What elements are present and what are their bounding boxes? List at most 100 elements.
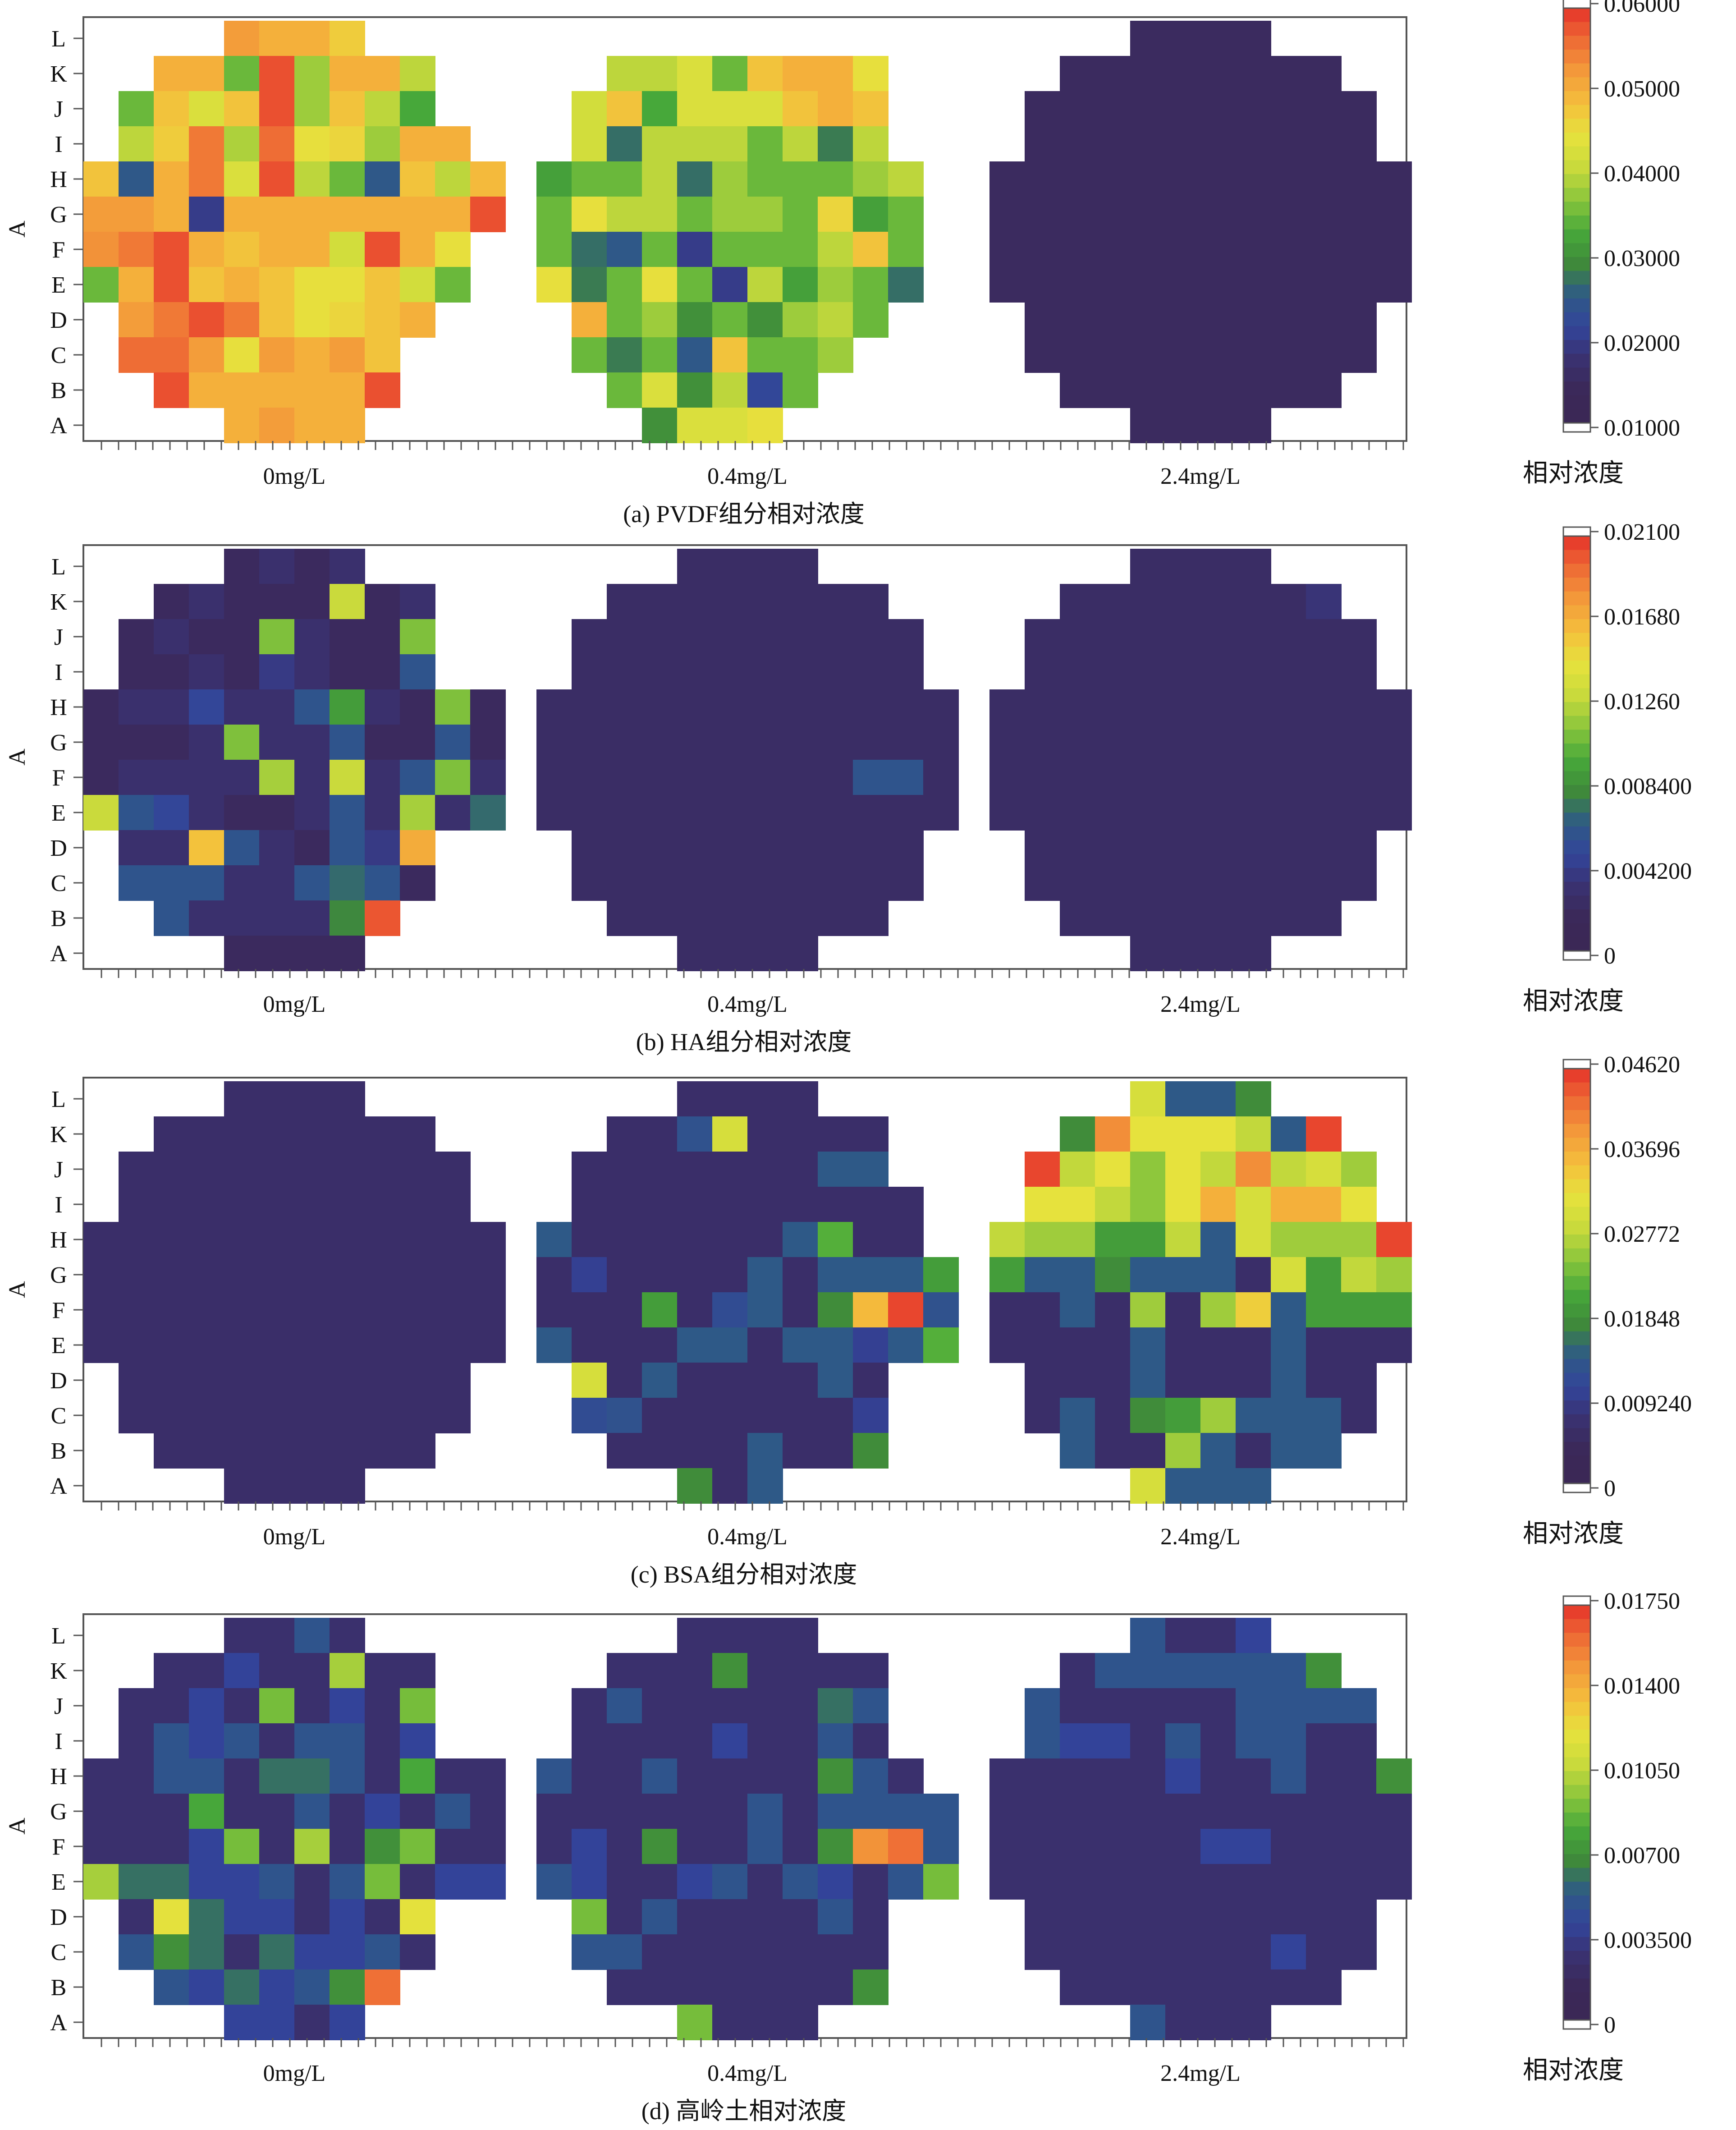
heatmap-cell bbox=[783, 1081, 818, 1117]
colorbar-segment bbox=[1563, 1096, 1590, 1111]
heatmap-cell bbox=[1025, 161, 1060, 197]
row-tick-label: B bbox=[51, 1975, 67, 2001]
heatmap-cell bbox=[712, 1969, 748, 2005]
heatmap-cell bbox=[642, 1257, 678, 1293]
heatmap-cell bbox=[1060, 654, 1095, 690]
heatmap-cell bbox=[607, 900, 642, 936]
heatmap-cell bbox=[572, 302, 607, 338]
heatmap-cell bbox=[365, 302, 400, 338]
heatmap-cell bbox=[783, 1864, 818, 1900]
heatmap-cell bbox=[154, 760, 189, 795]
heatmap-cell bbox=[365, 1899, 400, 1935]
heatmap-cell bbox=[1306, 689, 1342, 725]
heatmap-cell bbox=[1095, 1758, 1131, 1794]
heatmap-cell bbox=[435, 161, 471, 197]
heatmap-cell bbox=[1236, 161, 1271, 197]
colorbar-segment bbox=[1563, 1373, 1590, 1387]
heatmap-cell bbox=[294, 337, 330, 373]
heatmap-cell bbox=[259, 197, 295, 232]
heatmap-cell bbox=[154, 1257, 189, 1293]
heatmap-cell bbox=[224, 865, 260, 901]
heatmap-cell bbox=[783, 549, 818, 584]
heatmap-cell bbox=[818, 584, 853, 620]
colorbar-segment bbox=[1563, 1743, 1590, 1758]
colorbar: 0.046200.036960.027720.018480.0092400相对浓… bbox=[1523, 1052, 1692, 1548]
heatmap-cell bbox=[712, 91, 748, 127]
heatmap-cell bbox=[607, 1222, 642, 1258]
heatmap-cell bbox=[783, 1899, 818, 1935]
heatmap-cell bbox=[330, 1398, 365, 1433]
heatmap-cell bbox=[1376, 1829, 1412, 1864]
heatmap-cell bbox=[83, 1327, 119, 1363]
legend-title: 相对浓度 bbox=[1523, 987, 1624, 1015]
heatmap-cell bbox=[1095, 1723, 1131, 1759]
heatmap-cell bbox=[1165, 1116, 1201, 1152]
heatmap-cell bbox=[154, 302, 189, 338]
heatmap-cell bbox=[607, 1653, 642, 1689]
heatmap-cell bbox=[923, 725, 959, 760]
heatmap-cell bbox=[1060, 91, 1095, 127]
heatmap-cell bbox=[259, 1468, 295, 1504]
colorbar-segment bbox=[1563, 881, 1590, 896]
heatmap-cell bbox=[189, 1758, 224, 1794]
heatmap-cell bbox=[712, 619, 748, 655]
heatmap-cell bbox=[1236, 91, 1271, 127]
heatmap-cell bbox=[642, 337, 678, 373]
heatmap-cell bbox=[189, 1187, 224, 1222]
heatmap-cell bbox=[1200, 760, 1236, 795]
heatmap-cell bbox=[365, 584, 400, 620]
heatmap-cell bbox=[818, 1187, 853, 1222]
heatmap-cell bbox=[1200, 1187, 1236, 1222]
heatmap-cell bbox=[294, 408, 330, 443]
heatmap-cell bbox=[1376, 1327, 1412, 1363]
heatmap-cell bbox=[330, 1116, 365, 1152]
colorbar-segment bbox=[1563, 840, 1590, 855]
heatmap-cell bbox=[747, 1618, 783, 1653]
heatmap-cell bbox=[294, 830, 330, 866]
heatmap-cell bbox=[119, 1864, 154, 1900]
colorbar-segment bbox=[1563, 1771, 1590, 1786]
heatmap-cell bbox=[783, 56, 818, 92]
heatmap-cell bbox=[1341, 619, 1377, 655]
heatmap-cell bbox=[747, 689, 783, 725]
heatmap-cell bbox=[400, 1723, 435, 1759]
heatmap-cell bbox=[259, 795, 295, 831]
heatmap-cell bbox=[435, 760, 471, 795]
heatmap-cell bbox=[259, 21, 295, 56]
heatmap-cell bbox=[642, 1433, 678, 1469]
colorbar-tick-label: 0.009240 bbox=[1604, 1391, 1692, 1417]
heatmap-cell bbox=[224, 197, 260, 232]
heatmap-cell bbox=[1165, 1468, 1201, 1504]
row-tick-label: L bbox=[51, 554, 66, 580]
heatmap-cell bbox=[747, 1899, 783, 1935]
row-tick-label: I bbox=[55, 132, 62, 157]
row-tick-label: I bbox=[55, 1729, 62, 1754]
heatmap-cell bbox=[1130, 1363, 1166, 1398]
row-tick-label: D bbox=[50, 835, 67, 861]
heatmap-cell bbox=[818, 302, 853, 338]
heatmap-cell bbox=[294, 2005, 330, 2040]
panel-label: 2.4mg/L bbox=[1160, 992, 1241, 1017]
colorbar-segment bbox=[1563, 1262, 1590, 1276]
heatmap-cell bbox=[259, 830, 295, 866]
heatmap-cell bbox=[330, 549, 365, 584]
heatmap-cell bbox=[607, 865, 642, 901]
heatmap-cell bbox=[572, 1257, 607, 1293]
heatmap-cell bbox=[1060, 1969, 1095, 2005]
heatmap-cell bbox=[747, 795, 783, 831]
heatmap-cell bbox=[923, 760, 959, 795]
heatmap-cell bbox=[1236, 1257, 1271, 1293]
heatmap-cell bbox=[1165, 1794, 1201, 1829]
heatmap-cell bbox=[1236, 936, 1271, 971]
heatmap-cell bbox=[119, 1829, 154, 1864]
heatmap-cell bbox=[1130, 936, 1166, 971]
heatmap-cell bbox=[1306, 900, 1342, 936]
heatmap-cell bbox=[677, 725, 713, 760]
heatmap-cell bbox=[536, 1327, 572, 1363]
heatmap-cell bbox=[189, 1152, 224, 1187]
heatmap-cell bbox=[1236, 21, 1271, 56]
heatmap-cell bbox=[677, 1327, 713, 1363]
colorbar-segment bbox=[1563, 1069, 1590, 1083]
heatmap-cell bbox=[154, 1969, 189, 2005]
heatmap-cell bbox=[1236, 56, 1271, 92]
